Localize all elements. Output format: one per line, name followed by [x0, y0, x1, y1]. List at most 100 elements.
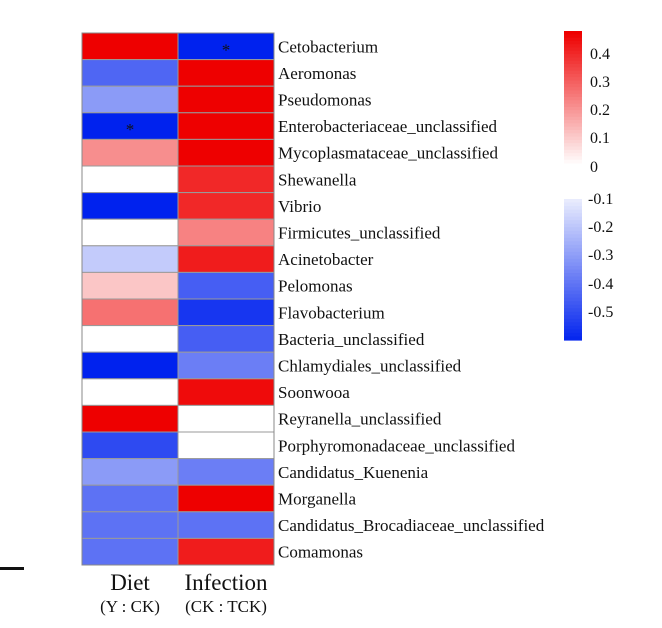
colorbar-segment	[564, 57, 582, 62]
colorbar-tick-label: 0.3	[590, 74, 610, 91]
colorbar-segment	[564, 44, 582, 49]
colorbar-segment	[564, 106, 582, 111]
colorbar-tick-label: 0.2	[590, 102, 610, 119]
colorbar-segment	[564, 130, 582, 134]
row-label: Soonwooa	[278, 383, 350, 402]
heatmap-cells: **	[81, 32, 275, 566]
row-label: Comamonas	[278, 543, 363, 562]
row-label: Pelomonas	[278, 277, 353, 296]
colorbar-tick-label: -0.3	[588, 247, 613, 264]
colorbar-tick-label: -0.1	[588, 191, 613, 208]
colorbar-segment	[564, 322, 582, 327]
column-label-infection: Infection (CK : TCK)	[164, 570, 288, 618]
heatmap-cell	[81, 165, 179, 194]
colorbar-segment	[564, 273, 582, 278]
colorbar-tick-label: -0.5	[588, 304, 613, 321]
row-label: Aeromonas	[278, 64, 356, 83]
colorbar-segment	[564, 315, 582, 320]
colorbar-segment	[564, 251, 582, 256]
heatmap-cell	[81, 271, 179, 300]
colorbar-segment	[564, 100, 582, 105]
colorbar-segment	[564, 318, 582, 323]
colorbar-segment	[564, 80, 582, 85]
colorbar-segment	[564, 265, 582, 271]
colorbar-segment	[564, 139, 582, 144]
heatmap-cell	[177, 325, 275, 353]
column-title: Infection	[184, 570, 268, 595]
colorbar-segment	[564, 206, 582, 211]
heatmap-cell	[177, 298, 275, 327]
heatmap-cell	[177, 271, 275, 300]
colorbar-segment	[564, 34, 582, 39]
colorbar-segment	[564, 336, 582, 341]
column-label-diet: Diet (Y : CK)	[82, 570, 178, 618]
heatmap-cell	[81, 85, 179, 114]
colorbar-segment	[564, 47, 582, 52]
significance-marker: *	[126, 120, 135, 139]
heatmap-cell	[81, 378, 179, 406]
significance-marker: *	[222, 40, 231, 59]
heatmap-cell	[177, 351, 275, 380]
colorbar-segment	[564, 202, 582, 207]
heatmap-cell	[81, 245, 179, 273]
colorbar-segment	[564, 73, 582, 78]
colorbar-segment	[564, 149, 582, 154]
colorbar-segment	[564, 31, 582, 35]
heatmap-cell	[177, 484, 275, 513]
colorbar-tick-label: 0	[590, 159, 598, 176]
colorbar-segment	[564, 332, 582, 338]
colorbar-segment	[564, 290, 582, 295]
heatmap-border	[81, 32, 275, 566]
colorbar-segment	[564, 294, 582, 299]
heatmap-cell	[177, 165, 275, 194]
heatmap-cell	[177, 32, 275, 61]
colorbar-segment	[564, 220, 582, 225]
colorbar-segment	[564, 70, 582, 75]
heatmap-cell	[81, 458, 179, 486]
colorbar: 0.4 0.3 0.2 0.1 0 -0.1 -0.2 -0.3 -0.4 -0.5	[564, 31, 613, 341]
colorbar-tick-label: -0.4	[588, 276, 613, 293]
heatmap-cell	[177, 378, 275, 406]
row-label: Chlamydiales_unclassified	[278, 357, 462, 376]
colorbar-segment	[564, 136, 582, 141]
colorbar-segment	[564, 90, 582, 95]
row-label: Pseudomonas	[278, 91, 372, 110]
colorbar-segment	[564, 83, 582, 88]
colorbar-tick-label: 0.1	[590, 130, 610, 147]
legend-dash-mark	[0, 567, 24, 570]
colorbar-segment	[564, 248, 582, 253]
colorbar-segment	[564, 213, 582, 218]
colorbar-segment	[564, 297, 582, 302]
colorbar-segment	[564, 199, 582, 204]
colorbar-tick-label: -0.2	[588, 219, 613, 236]
colorbar-segment	[564, 54, 582, 58]
colorbar-segment	[564, 110, 582, 115]
colorbar-segment	[564, 230, 582, 235]
colorbar-segment	[564, 87, 582, 91]
row-label: Vibrio	[278, 197, 321, 216]
heatmap-cell	[81, 484, 179, 513]
heatmap-cell	[177, 192, 275, 220]
colorbar-segment	[564, 216, 582, 221]
heatmap-cell	[177, 511, 275, 539]
colorbar-segment	[564, 280, 582, 285]
colorbar-segment	[564, 143, 582, 148]
colorbar-segment	[564, 258, 582, 264]
heatmap-cell	[81, 511, 179, 539]
heatmap-cell	[81, 138, 179, 167]
colorbar-segment	[564, 283, 582, 288]
colorbar-segment	[564, 93, 582, 98]
colorbar-segment	[564, 159, 582, 164]
colorbar-segment	[564, 64, 582, 68]
row-label: Flavobacterium	[278, 303, 385, 322]
colorbar-segment	[564, 269, 582, 274]
colorbar-segment	[564, 146, 582, 151]
colorbar-segment	[564, 67, 582, 72]
row-label: Acinetobacter	[278, 250, 374, 269]
row-label: Cetobacterium	[278, 37, 378, 56]
heatmap-cell	[81, 298, 179, 327]
column-subtitle: (CK : TCK)	[185, 597, 267, 616]
row-label: Enterobacteriaceae_unclassified	[278, 117, 497, 136]
heatmap-cell	[177, 85, 275, 114]
colorbar-segment	[564, 50, 582, 55]
